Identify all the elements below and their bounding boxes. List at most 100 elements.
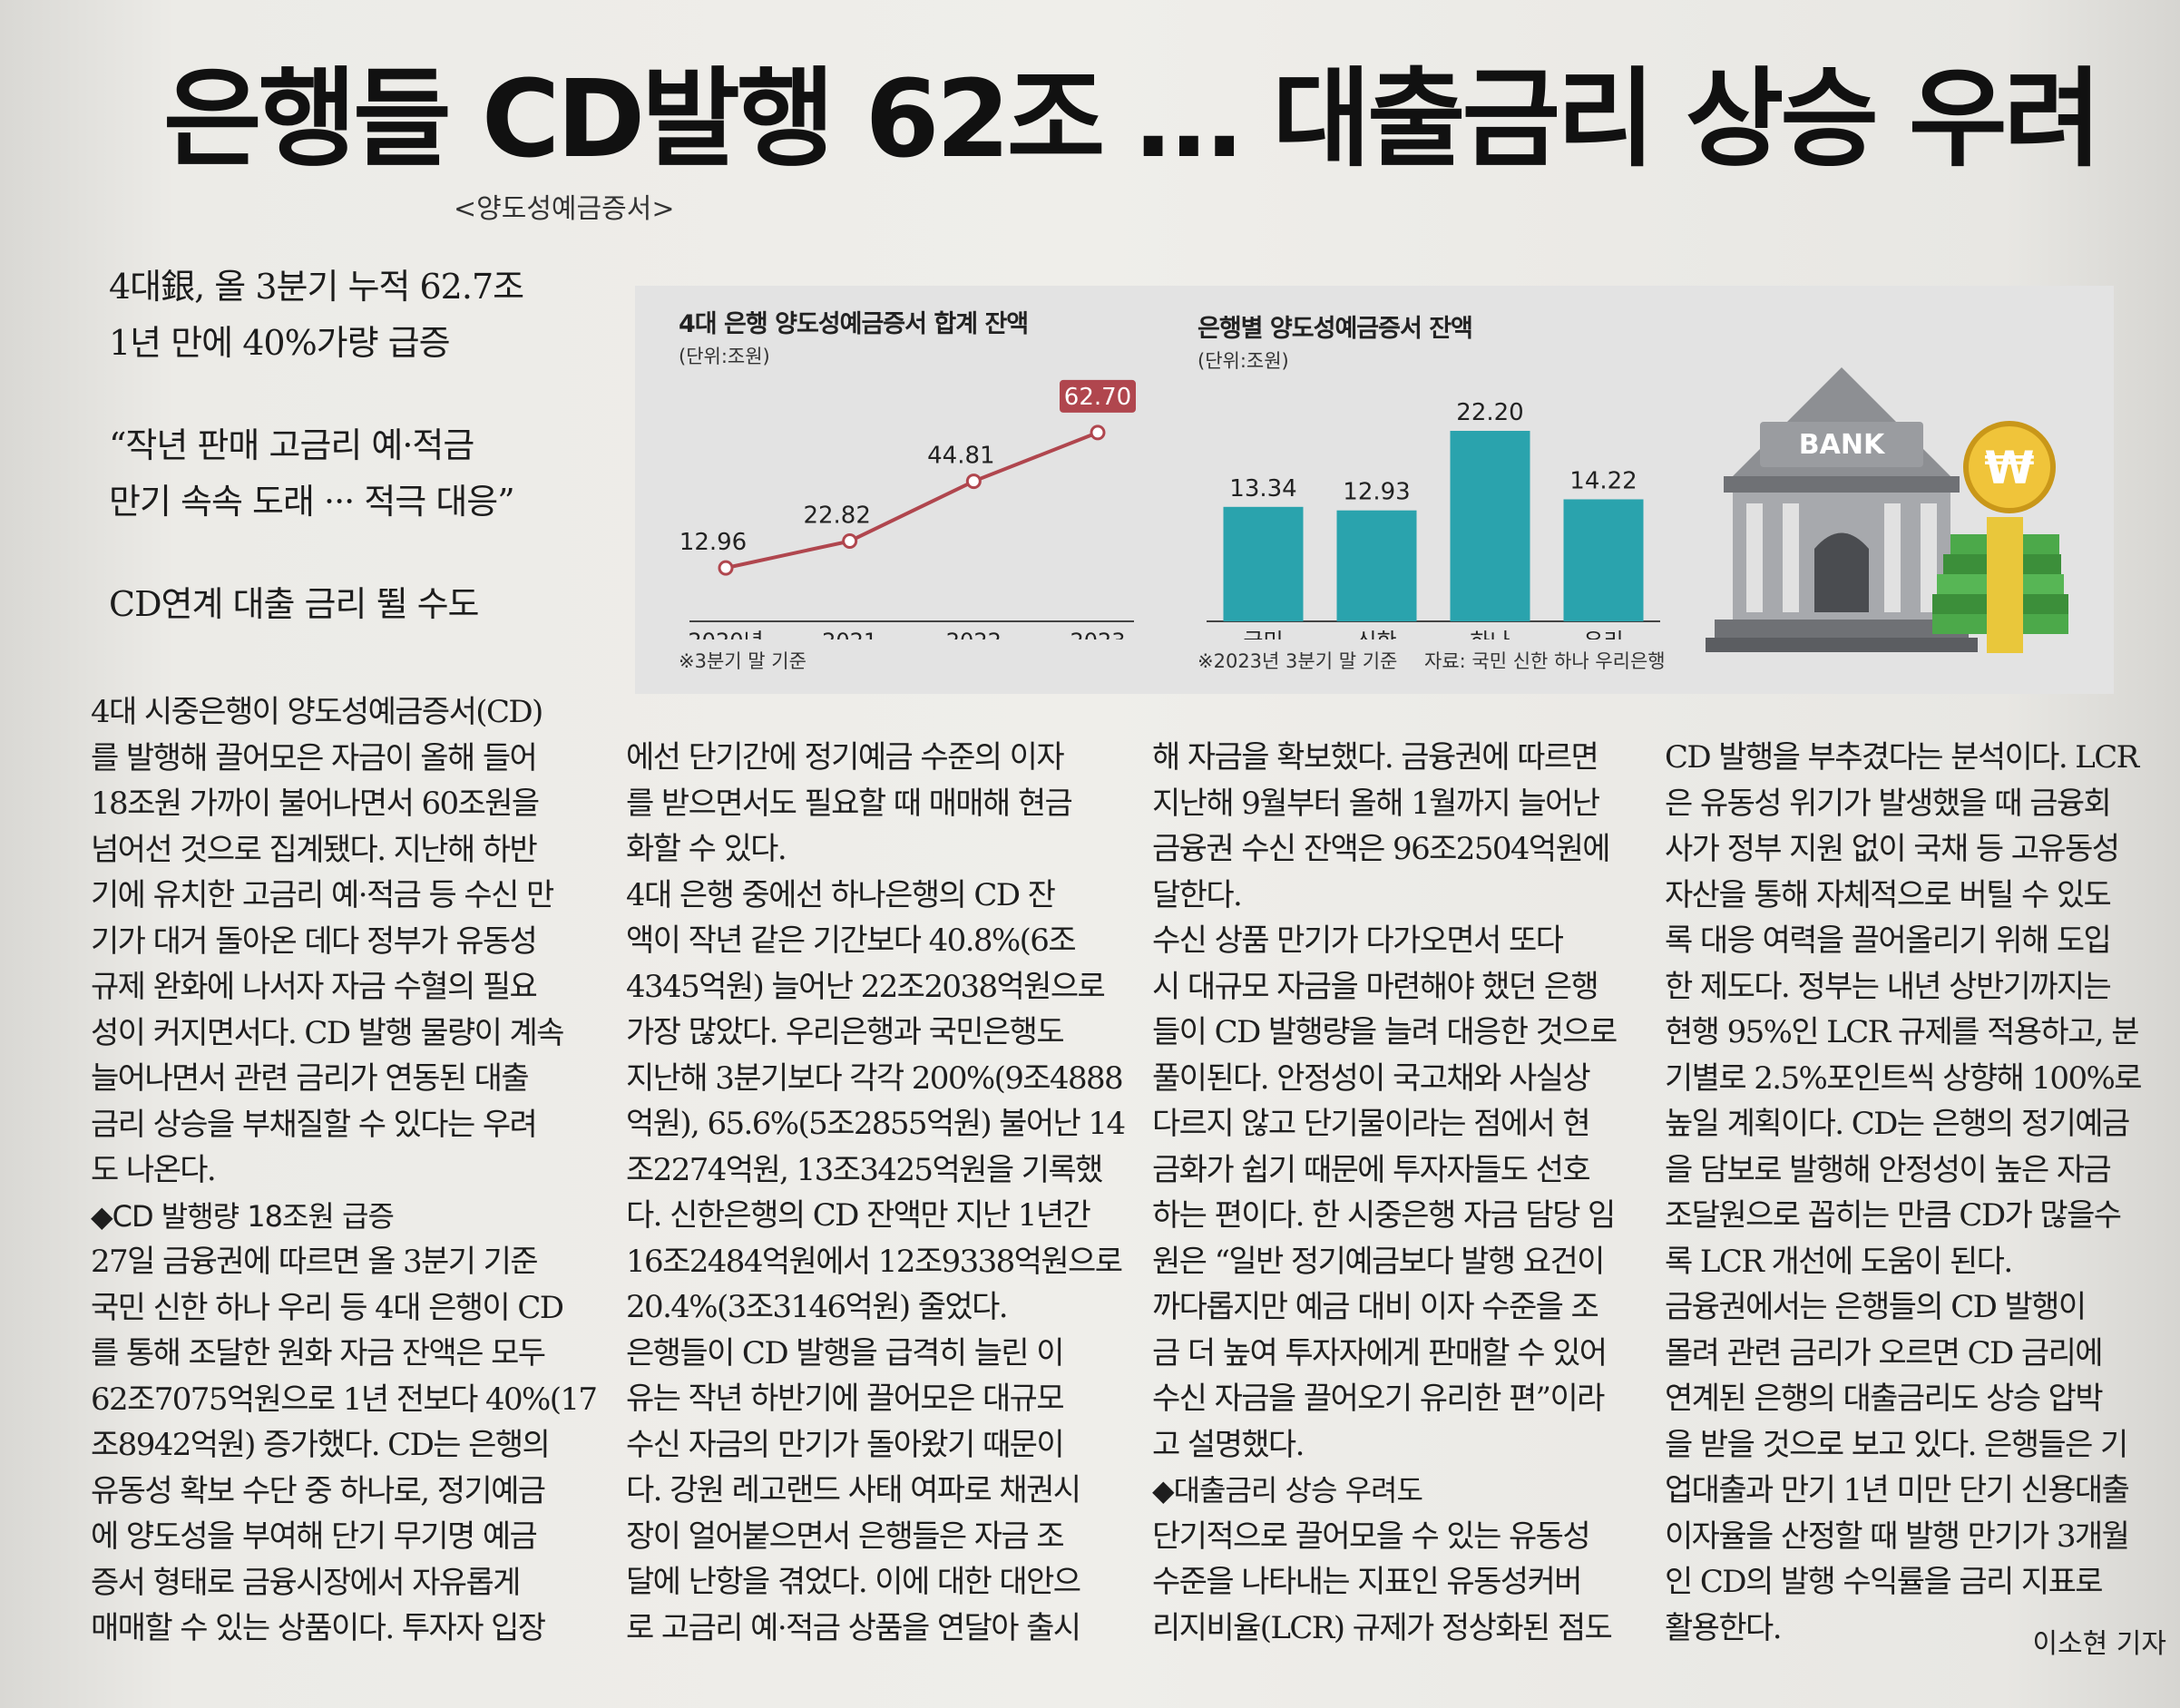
data-label: 12.96 [679, 529, 747, 556]
article-line: 규제 완화에 나서자 자금 수혈의 필요 [91, 969, 538, 1005]
article-line: 조2274억원, 13조3425억원을 기록했 [626, 1151, 1103, 1188]
article-line: 을 받을 것으로 보고 있다. 은행들은 기 [1665, 1426, 2128, 1463]
article-line: 까다롭지만 예금 대비 이자 수준을 조 [1152, 1289, 1599, 1325]
data-point [842, 533, 858, 550]
data-label: 22.20 [1456, 399, 1523, 426]
article-line: 에선 단기간에 정기예금 수준의 이자 [626, 739, 1065, 776]
article-line: 이자율을 산정할 때 발행 만기가 3개월 [1665, 1518, 2130, 1555]
article-line: 가장 많았다. 우리은행과 국민은행도 [626, 1014, 1065, 1050]
article-line: 도 나온다. [91, 1152, 217, 1188]
article-line: 단기적으로 끌어모을 수 있는 유동성 [1152, 1518, 1591, 1555]
article-line: 로 고금리 예·적금 상품을 연달아 출시 [626, 1609, 1081, 1646]
article-line: 록 대응 여력을 끌어올리기 위해 도입 [1665, 922, 2112, 959]
article-line: 늘어나면서 관련 금리가 연동된 대출 [91, 1060, 530, 1097]
bar [1223, 506, 1304, 621]
x-tick-label: 신한 [1356, 629, 1396, 639]
article-line: 액이 작년 같은 기간보다 40.8%(6조 [626, 922, 1077, 959]
article-line: 을 담보로 발행해 안정성이 높은 자금 [1665, 1151, 2112, 1188]
money-stacks [1932, 517, 2068, 653]
bar-chart-title: 은행별 양도성예금증서 잔액 [1198, 315, 1473, 343]
article-line: 18조원 가까이 불어나면서 60조원을 [91, 786, 540, 822]
article-line: 활용한다. [1665, 1609, 1783, 1646]
deck-2: “작년 판매 고금리 예·적금 만기 속속 도래 ··· 적극 대응” [109, 417, 581, 530]
article-line: 업대출과 만기 1년 미만 단기 신용대출 [1665, 1472, 2130, 1508]
article-line: 금리 상승을 부채질할 수 있다는 우려 [91, 1106, 538, 1143]
x-tick-label: 2020년 [688, 629, 763, 639]
bar-chart-footnote: ※2023년 3분기 말 기준 [1198, 650, 1398, 672]
article-line: 20.4%(3조3146억원) 줄었다. [626, 1289, 1009, 1325]
article-line: 4대 은행 중에선 하나은행의 CD 잔 [626, 876, 1056, 913]
bar-chart-source: 자료: 국민 신한 하나 우리은행 [1424, 650, 1666, 672]
x-tick-label: 하나 [1470, 629, 1510, 639]
article-line: 27일 금융권에 따르면 올 3분기 기준 [91, 1244, 539, 1280]
article-line: 지난해 9월부터 올해 1월까지 늘어난 [1152, 785, 1600, 822]
article-line: 매매할 수 있는 상품이다. 투자자 입장 [91, 1610, 546, 1646]
article-line: 높일 계획이다. CD는 은행의 정기예금 [1665, 1106, 2130, 1142]
article-line: 사가 정부 지원 없이 국채 등 고유동성 [1665, 831, 2120, 867]
article-line: 넘어선 것으로 집계됐다. 지난해 하반 [91, 831, 538, 868]
article-line: 16조2484억원에서 12조9338억원으로 [626, 1243, 1123, 1280]
data-label: 13.34 [1229, 475, 1296, 503]
deck-line: “작년 판매 고금리 예·적금 [109, 425, 474, 465]
article-line: 고 설명했다. [1152, 1426, 1305, 1463]
article-line: 다. 신한은행의 CD 잔액만 지난 1년간 [626, 1197, 1091, 1234]
x-tick-label: 2023 [1070, 629, 1125, 639]
article-line: 들이 CD 발행량을 늘려 대응한 것으로 [1152, 1014, 1618, 1050]
article-column-4: CD 발행을 부추겼다는 분석이다. LCR 은 유동성 위기가 발생했을 때 금… [1665, 735, 2173, 1651]
article-line: 록 LCR 개선에 도움이 된다. [1665, 1243, 2013, 1280]
article-line: 다르지 않고 단기물이라는 점에서 현 [1152, 1106, 1591, 1142]
won-coin-symbol: ₩ [1984, 442, 2034, 494]
article-line: 증서 형태로 금융시장에서 자유롭게 [91, 1564, 521, 1601]
x-tick-label: 2022 [946, 629, 1002, 639]
article-line: 유동성 확보 수단 중 하나로, 정기예금 [91, 1472, 546, 1509]
bank-door [1814, 532, 1869, 612]
article-line: 금화가 쉽기 때문에 투자자들도 선호 [1152, 1151, 1591, 1188]
x-tick-label: 국민 [1243, 629, 1283, 639]
infographic: 4대 은행 양도성예금증서 합계 잔액 (단위:조원) 12.96 2020년 22… [635, 286, 2114, 694]
article-line: 은행들이 CD 발행을 급격히 늘린 이 [626, 1334, 1065, 1371]
subheading: ◆CD 발행량 18조원 급증 [91, 1198, 395, 1234]
article-line: 수신 자금을 끌어오기 유리한 편”이라 [1152, 1381, 1605, 1417]
article-line: 시 대규모 자금을 마련해야 했던 은행 [1152, 968, 1599, 1005]
article-line: 인 CD의 발행 수익률을 금리 지표로 [1665, 1564, 2104, 1600]
bar [1563, 499, 1644, 621]
data-point [718, 560, 734, 576]
data-label: 14.22 [1569, 467, 1637, 494]
article-line: 기가 대거 돌아온 데다 정부가 유동성 [91, 922, 538, 960]
series-line [725, 431, 1099, 571]
article-line: 62조7075억원으로 1년 전보다 40%(17 [91, 1381, 598, 1418]
bar-chart-unit: (단위:조원) [1198, 350, 1289, 372]
article-line: 기별로 2.5%포인트씩 상향해 100%로 [1665, 1059, 2142, 1097]
article-line: 은 유동성 위기가 발생했을 때 금융회 [1665, 785, 2112, 822]
article-line: 한 제도다. 정부는 내년 상반기까지는 [1665, 968, 2112, 1005]
highlight-label-box [1060, 379, 1136, 413]
article-line: 자산을 통해 자체적으로 버틸 수 있도 [1665, 876, 2112, 913]
article-line: 조8942억원) 증가했다. CD는 은행의 [91, 1427, 551, 1463]
data-point [965, 473, 982, 490]
article-line: 지난해 3분기보다 각각 200%(9조4888 [626, 1059, 1124, 1097]
article-line: 다. 강원 레고랜드 사태 여파로 채권시 [626, 1472, 1081, 1508]
bank-illustration: BANK ₩ [1706, 367, 2068, 653]
article-line: 풀이된다. 안정성이 국고채와 사실상 [1152, 1059, 1591, 1097]
line-chart-unit: (단위:조원) [679, 346, 770, 367]
deck-1: 4대銀, 올 3분기 누적 62.7조 1년 만에 40%가량 급증 [109, 259, 581, 371]
article-line: 원은 “일반 정기예금보다 발행 요건이 [1152, 1243, 1605, 1280]
article-line: 연계된 은행의 대출금리도 상승 압박 [1665, 1381, 2104, 1417]
article-line: 수신 상품 만기가 다가오면서 또다 [1152, 922, 1564, 959]
article-line: 금융권 수신 잔액은 96조2504억원에 [1152, 831, 1611, 867]
deck-line: 4대銀, 올 3분기 누적 62.7조 [109, 267, 524, 307]
deck-line: CD연계 대출 금리 뛸 수도 [109, 584, 480, 624]
article-line: 4대 시중은행이 양도성예금증서(CD) [91, 694, 543, 730]
bank-sign-label: BANK [1799, 429, 1886, 461]
deck-line: 만기 속속 도래 ··· 적극 대응” [109, 482, 515, 522]
data-label: 22.82 [803, 503, 870, 530]
article-line: 를 발행해 끌어모은 자금이 올해 들어 [91, 739, 538, 776]
subheading: ◆대출금리 상승 우려도 [1152, 1473, 1423, 1508]
article-column-2: 에선 단기간에 정기예금 수준의 이자 를 받으면서도 필요할 때 매매해 현금 화… [626, 735, 1134, 1651]
x-tick-label: 우리 [1583, 629, 1623, 639]
article-line: 해 자금을 확보했다. 금융권에 따르면 [1152, 739, 1599, 776]
article-line: 금융권에서는 은행들의 CD 발행이 [1665, 1289, 2087, 1325]
headline: 은행들 CD발행 62조 … 대출금리 상승 우려 [163, 56, 2102, 181]
won-coin [1963, 421, 2056, 513]
